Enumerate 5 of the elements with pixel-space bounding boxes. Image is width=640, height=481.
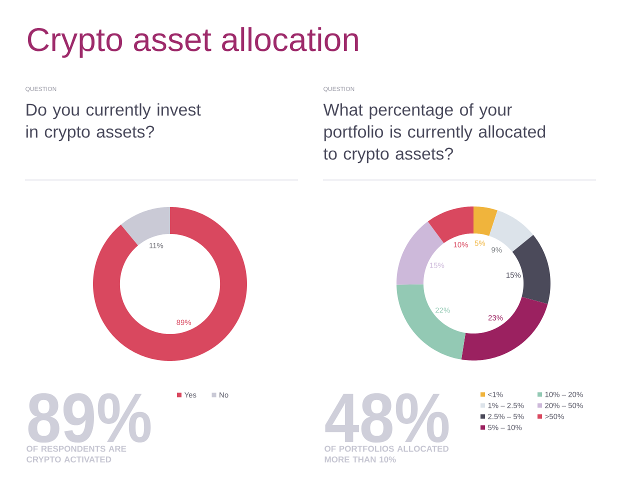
chart-title: Crypto asset allocation <box>28 27 358 58</box>
text: OF RESPONDENTS ARE CRYPTO ACTIVATED <box>26 446 126 462</box>
chart-subtitle: Do you currently invest in crypto assets? <box>26 103 201 142</box>
chart-subtitle: What percentage of your portfolio is currently allocated to crypto assets? <box>323 103 546 164</box>
text: OF PORTFOLIOS ALLOCATED MORE THAN 10% <box>324 446 449 462</box>
